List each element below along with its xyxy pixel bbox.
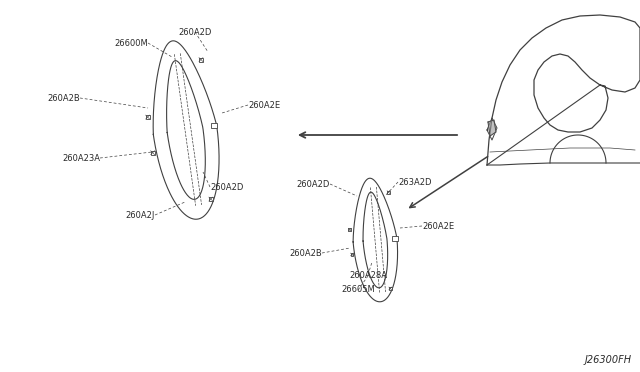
Text: 263A2D: 263A2D xyxy=(398,177,431,186)
Text: 26600M: 26600M xyxy=(115,38,148,48)
Text: 260A2E: 260A2E xyxy=(422,221,454,231)
FancyBboxPatch shape xyxy=(209,197,213,201)
Polygon shape xyxy=(353,178,397,302)
FancyBboxPatch shape xyxy=(146,115,150,119)
Polygon shape xyxy=(153,41,219,219)
FancyBboxPatch shape xyxy=(150,151,155,155)
FancyBboxPatch shape xyxy=(387,191,390,193)
Text: 260A2B: 260A2B xyxy=(289,248,322,257)
Text: 260A2E: 260A2E xyxy=(248,100,280,109)
FancyBboxPatch shape xyxy=(351,253,353,256)
Polygon shape xyxy=(488,120,496,136)
Text: 260A2D: 260A2D xyxy=(210,183,243,192)
FancyBboxPatch shape xyxy=(348,228,351,231)
Text: 260A2D: 260A2D xyxy=(179,28,212,36)
FancyBboxPatch shape xyxy=(389,287,392,290)
Text: 260A23A: 260A23A xyxy=(62,154,100,163)
FancyBboxPatch shape xyxy=(211,124,216,128)
Text: 260A2D: 260A2D xyxy=(296,180,330,189)
Text: 260A28A: 260A28A xyxy=(349,270,387,279)
Text: 260A2B: 260A2B xyxy=(47,93,80,103)
Text: 26605M: 26605M xyxy=(341,285,375,295)
FancyBboxPatch shape xyxy=(392,236,397,241)
FancyBboxPatch shape xyxy=(199,58,203,62)
Text: 260A2J: 260A2J xyxy=(125,211,155,219)
Text: J26300FH: J26300FH xyxy=(585,355,632,365)
